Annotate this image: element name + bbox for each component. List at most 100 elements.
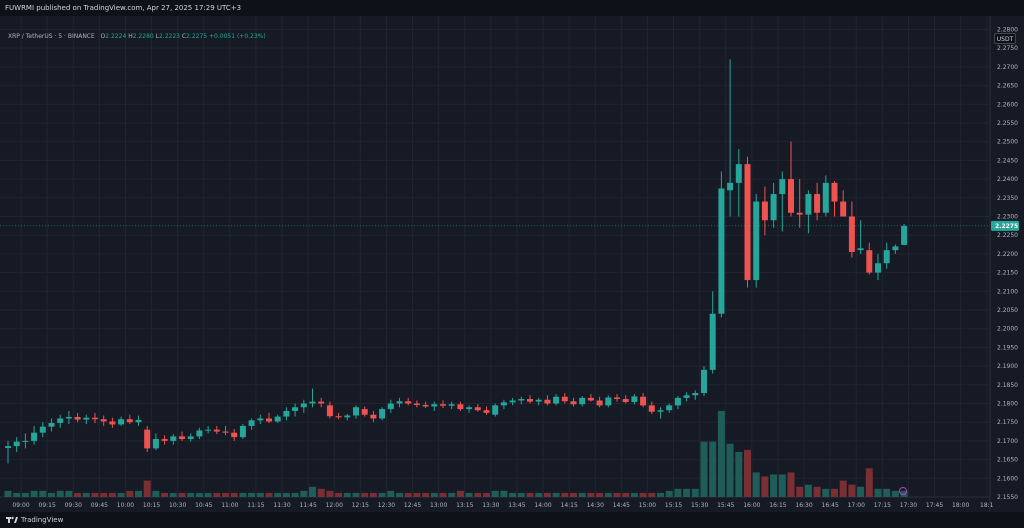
- candle-body: [831, 182, 838, 202]
- candle-body: [596, 400, 603, 406]
- candle-body: [170, 436, 177, 441]
- volume-bar: [509, 492, 517, 497]
- candle-body: [144, 429, 151, 449]
- x-tick-label: 15:45: [717, 502, 734, 509]
- tradingview-logo[interactable]: TradingView: [6, 512, 63, 528]
- tradingview-logo-text: TradingView: [21, 516, 64, 524]
- volume-bar: [4, 490, 12, 497]
- volume-bar: [526, 492, 534, 497]
- volume-bar: [778, 474, 786, 497]
- candle-body: [631, 396, 638, 402]
- volume-bar: [282, 492, 290, 497]
- candle-body: [674, 397, 681, 406]
- x-tick-label: 12:45: [404, 502, 421, 509]
- candle-body: [518, 399, 525, 401]
- candle-body: [805, 194, 812, 215]
- candle-body: [318, 401, 325, 404]
- x-tick-label: 12:15: [352, 502, 369, 509]
- candle-body: [39, 426, 46, 433]
- chart-area[interactable]: 2.1550 2.1600 2.1650 2.1700 2.1750 2.1800 2.18…: [0, 16, 1024, 512]
- candle-body: [701, 369, 707, 394]
- x-tick-label: 10:30: [169, 502, 186, 509]
- volume-bar: [857, 486, 865, 497]
- candle-body: [248, 420, 255, 426]
- volume-bar: [369, 492, 377, 497]
- y-tick-label: 2.2450: [997, 157, 1018, 164]
- volume-bar: [787, 472, 795, 497]
- y-tick-label: 2.2250: [997, 232, 1018, 239]
- candle-body: [553, 396, 560, 404]
- candle-body: [570, 401, 577, 405]
- volume-bar: [317, 488, 325, 497]
- volume-bar: [135, 490, 142, 497]
- tradingview-logo-icon: [6, 516, 18, 523]
- candle-body: [57, 418, 64, 423]
- volume-bar: [500, 490, 508, 497]
- volume-bar: [761, 476, 769, 497]
- y-tick-label: 2.2600: [997, 101, 1018, 108]
- candle-body: [483, 410, 490, 413]
- x-tick-label: 13:45: [508, 502, 525, 509]
- volume-bar: [657, 492, 664, 497]
- volume-bar: [404, 492, 412, 497]
- candle-body: [544, 399, 551, 404]
- volume-bar: [239, 492, 247, 497]
- volume-bar: [448, 492, 456, 497]
- volume-bar: [770, 474, 778, 497]
- candle-body: [274, 416, 281, 422]
- volume-bar: [117, 492, 125, 497]
- candle-body: [22, 440, 29, 442]
- volume-bar: [361, 492, 369, 497]
- volume-bar: [717, 410, 725, 497]
- volume-bar: [543, 492, 551, 497]
- volume-bar: [56, 490, 64, 497]
- volume-bar: [108, 492, 116, 497]
- candle-body: [718, 188, 725, 314]
- y-tick-label: 2.1550: [997, 494, 1018, 501]
- candle-body: [761, 201, 768, 221]
- volume-bar: [839, 480, 847, 497]
- volume-bar: [161, 492, 169, 497]
- volume-bar: [309, 486, 316, 497]
- candle-body: [196, 430, 203, 437]
- candle-body: [13, 441, 20, 447]
- candle-body: [440, 404, 446, 406]
- x-tick-label: 16:00: [743, 502, 760, 509]
- candle-body: [753, 201, 760, 281]
- candle-body: [535, 399, 542, 402]
- candle-body: [466, 407, 473, 410]
- x-tick-label: 11:30: [273, 502, 290, 509]
- volume-bar: [483, 492, 490, 497]
- x-tick-label: 12:00: [326, 502, 343, 509]
- legend-close-value: 2.2275: [186, 33, 208, 40]
- x-tick-label: 17:30: [900, 502, 917, 509]
- volume-bar: [152, 490, 160, 497]
- currency-button[interactable]: USDT: [994, 33, 1016, 44]
- volume-bar: [187, 492, 195, 497]
- volume-bar: [648, 492, 656, 497]
- candle-body: [222, 431, 229, 433]
- legend-open-value: 2.2224: [105, 33, 127, 40]
- candle-body: [83, 417, 90, 420]
- volume-bar: [178, 492, 186, 497]
- volume-bar: [48, 492, 55, 497]
- candle-body: [683, 395, 690, 398]
- candle-body: [283, 410, 290, 417]
- volume-bar: [709, 441, 717, 497]
- volume-bar: [126, 490, 134, 497]
- volume-bar: [248, 492, 256, 497]
- volume-bar: [822, 488, 830, 497]
- volume-bar: [222, 492, 229, 497]
- volume-bar: [604, 492, 612, 497]
- volume-bar: [352, 492, 360, 497]
- candlestick-chart[interactable]: 2.1550 2.1600 2.1650 2.1700 2.1750 2.1800 2.18…: [0, 16, 1024, 512]
- volume-bar: [439, 492, 447, 497]
- legend-open-label: O: [100, 33, 106, 40]
- volume-bar: [613, 492, 621, 497]
- volume-bar: [343, 492, 351, 497]
- volume-bar: [291, 492, 299, 497]
- y-tick-label: 2.2200: [997, 251, 1018, 258]
- y-tick-label: 2.2500: [997, 139, 1018, 146]
- candle-body: [901, 225, 908, 245]
- volume-bar: [195, 492, 203, 497]
